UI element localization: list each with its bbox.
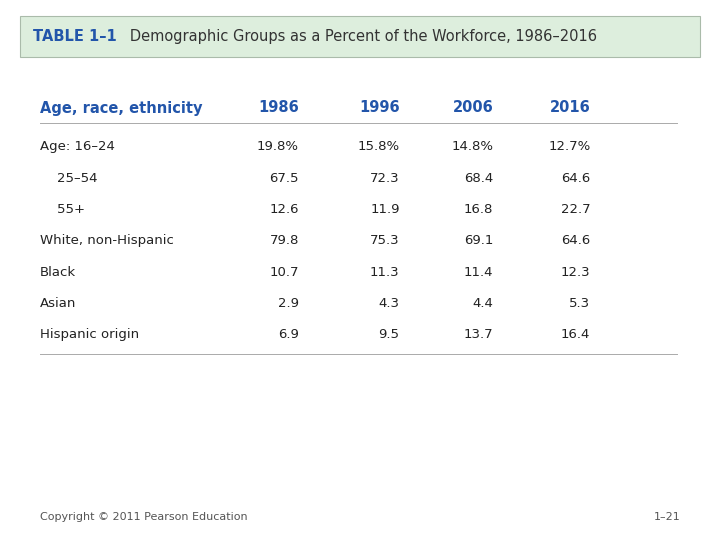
Text: 4.3: 4.3 — [379, 297, 400, 310]
Text: 9.5: 9.5 — [379, 328, 400, 341]
Text: 79.8: 79.8 — [269, 234, 299, 247]
Text: 11.3: 11.3 — [370, 266, 400, 279]
Text: 1986: 1986 — [258, 100, 299, 116]
Text: 69.1: 69.1 — [464, 234, 493, 247]
Text: TABLE 1–1: TABLE 1–1 — [33, 29, 117, 44]
Text: 12.3: 12.3 — [561, 266, 590, 279]
Text: 11.4: 11.4 — [464, 266, 493, 279]
Text: 4.4: 4.4 — [472, 297, 493, 310]
Text: Copyright © 2011 Pearson Education: Copyright © 2011 Pearson Education — [40, 512, 247, 522]
Text: 22.7: 22.7 — [561, 203, 590, 216]
Text: 16.8: 16.8 — [464, 203, 493, 216]
Text: Demographic Groups as a Percent of the Workforce, 1986–2016: Demographic Groups as a Percent of the W… — [116, 29, 597, 44]
Text: 14.8%: 14.8% — [451, 140, 493, 153]
Text: 16.4: 16.4 — [561, 328, 590, 341]
Text: 75.3: 75.3 — [370, 234, 400, 247]
Text: Age, race, ethnicity: Age, race, ethnicity — [40, 100, 202, 116]
Text: Age: 16–24: Age: 16–24 — [40, 140, 114, 153]
Text: 64.6: 64.6 — [561, 172, 590, 185]
Text: 11.9: 11.9 — [370, 203, 400, 216]
Text: 64.6: 64.6 — [561, 234, 590, 247]
Text: White, non-Hispanic: White, non-Hispanic — [40, 234, 174, 247]
Text: 68.4: 68.4 — [464, 172, 493, 185]
Text: 5.3: 5.3 — [570, 297, 590, 310]
Text: Asian: Asian — [40, 297, 76, 310]
Text: 10.7: 10.7 — [269, 266, 299, 279]
Text: 72.3: 72.3 — [370, 172, 400, 185]
Text: 6.9: 6.9 — [278, 328, 299, 341]
Text: 1–21: 1–21 — [654, 512, 680, 522]
Text: 19.8%: 19.8% — [257, 140, 299, 153]
Text: 12.6: 12.6 — [269, 203, 299, 216]
Text: 12.7%: 12.7% — [548, 140, 590, 153]
Text: 67.5: 67.5 — [269, 172, 299, 185]
Text: 55+: 55+ — [40, 203, 85, 216]
Text: Black: Black — [40, 266, 76, 279]
Text: 2.9: 2.9 — [278, 297, 299, 310]
Text: 15.8%: 15.8% — [357, 140, 400, 153]
Text: Hispanic origin: Hispanic origin — [40, 328, 139, 341]
Text: 13.7: 13.7 — [464, 328, 493, 341]
Text: 2016: 2016 — [549, 100, 590, 116]
Text: 1996: 1996 — [359, 100, 400, 116]
Text: 25–54: 25–54 — [40, 172, 97, 185]
Text: 2006: 2006 — [452, 100, 493, 116]
